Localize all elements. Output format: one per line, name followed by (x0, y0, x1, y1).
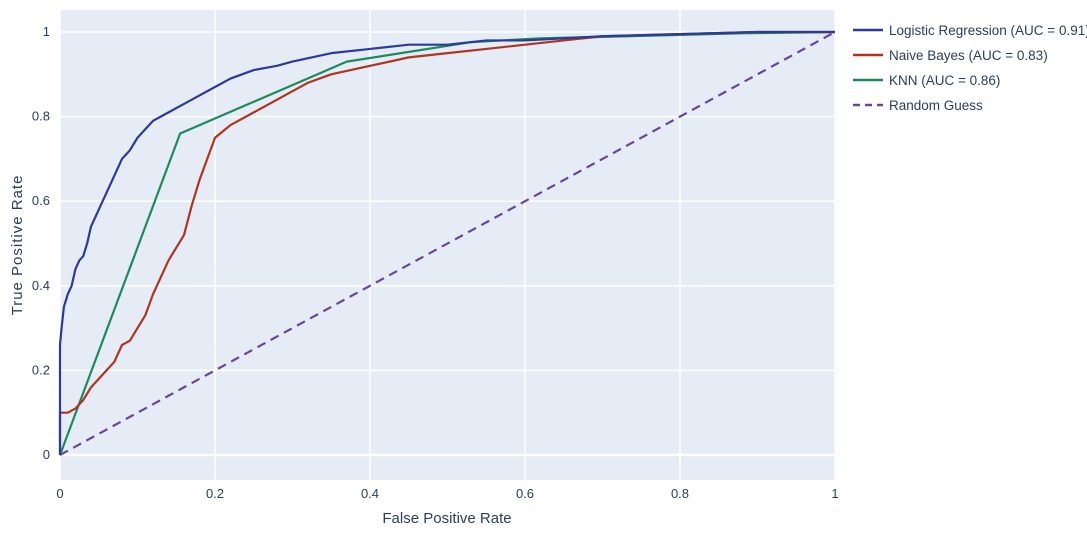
x-tick-label: 0.6 (516, 486, 534, 501)
y-tick-label: 0.2 (32, 362, 50, 377)
x-tick-label: 0.8 (671, 486, 689, 501)
legend-label-random-guess: Random Guess (889, 98, 983, 113)
series-line-logistic-regression (58, 30, 835, 455)
series-line-naive-bayes (58, 30, 835, 455)
x-tick-label: 1 (831, 486, 838, 501)
plot-background (60, 10, 835, 480)
x-tick-label: 0 (56, 486, 63, 501)
y-tick-label: 0 (43, 447, 50, 462)
y-tick-label: 0.6 (32, 193, 50, 208)
y-tick-labels: 0 0.2 0.4 0.6 0.8 1 (32, 24, 50, 462)
y-axis-title: True Positive Rate (9, 175, 26, 316)
legend: Logistic Regression (AUC = 0.91) Naive Ba… (853, 23, 1087, 113)
x-tick-label: 0.2 (206, 486, 224, 501)
legend-label-naive-bayes: Naive Bayes (AUC = 0.83) (889, 48, 1048, 63)
series-layer (58, 30, 836, 456)
x-tick-label: 0.4 (361, 486, 379, 501)
y-tick-label: 0.4 (32, 278, 50, 293)
x-axis-title: False Positive Rate (382, 510, 511, 527)
y-tick-label: 1 (43, 24, 50, 39)
legend-label-knn: KNN (AUC = 0.86) (889, 73, 1000, 88)
legend-label-logistic-regression: Logistic Regression (AUC = 0.91) (889, 23, 1087, 38)
series-line-random-guess (59, 31, 836, 456)
gridlines (59, 10, 836, 480)
x-tick-labels: 0 0.2 0.4 0.6 0.8 1 (56, 486, 838, 501)
y-tick-label: 0.8 (32, 109, 50, 124)
